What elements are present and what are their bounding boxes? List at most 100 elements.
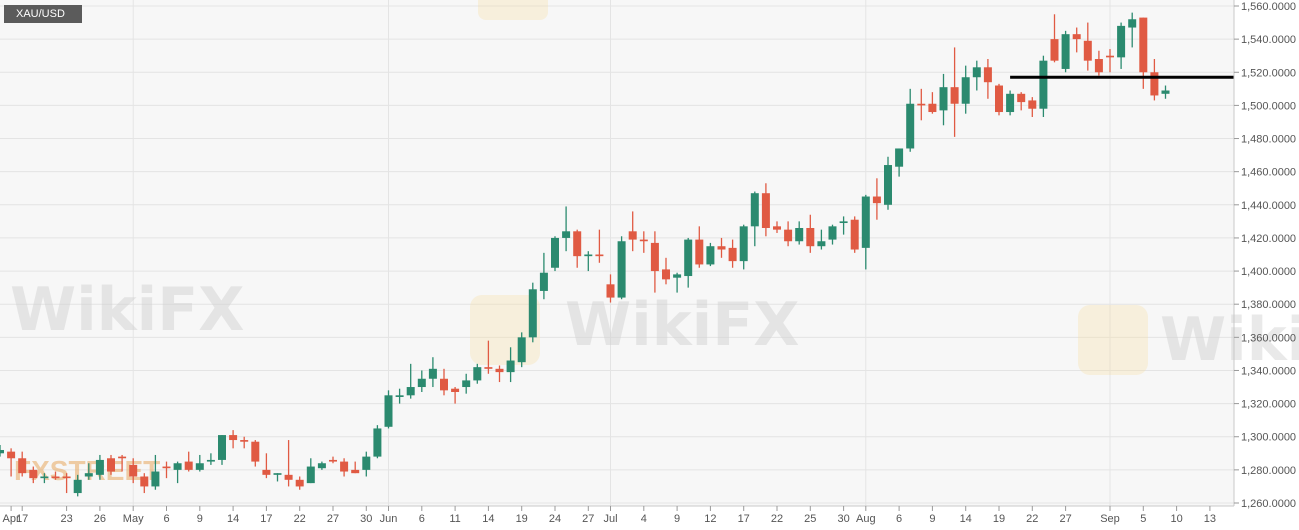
candle-down [983,59,992,99]
x-tick-label: 9 [929,513,935,525]
candle-body [0,449,4,454]
candle-body [462,380,471,388]
candle-up [317,461,326,470]
candle-down [917,88,926,121]
candle-up [218,435,226,465]
candle-body [928,103,937,113]
plot-background [0,0,1234,506]
candle-down [650,231,659,293]
candle-body [173,463,182,470]
candle-body [595,254,604,257]
candle-down [229,430,238,449]
candle-up [406,363,415,399]
gridlines [0,0,1234,506]
candle-down [1106,49,1114,73]
candle-up [173,461,182,484]
y-tick-label: 1,540.0000 [1241,34,1296,46]
candle-body [417,378,426,388]
candle-down [773,221,781,233]
x-tick-label: Apr [3,513,20,525]
candle-down [872,178,881,220]
candle-body [662,269,670,280]
x-tick-label: Sep [1100,513,1120,525]
candle-down [284,440,293,487]
candle-up [895,148,904,177]
x-tick-label: 6 [896,513,902,525]
candle-body [162,466,171,469]
x-tick-label: 11 [449,513,460,525]
y-axis: 1,560.0000 1,540.0000 1,520.0000 1,500.0000… [1234,1,1296,510]
candle-body [650,242,659,272]
x-tick-label: 22 [294,513,306,525]
candle-down [695,226,704,268]
candle-body [806,227,815,247]
candle-body [1106,55,1114,58]
candle-up [40,473,49,484]
candle-up [362,451,371,477]
candle-body [62,476,71,479]
candle-body [240,440,249,442]
symbol-label: XAU/USD [4,5,82,23]
x-tick-label: Jul [603,513,617,525]
watermarks: WikiFX WikiFX WikiFX FXSTREET [10,0,1299,486]
candle-down [262,453,271,479]
candle-up [539,252,548,300]
candle-down [184,451,193,472]
x-tick-label: 17 [738,513,750,525]
candle-down [451,387,460,404]
candle-up [417,370,426,393]
candle-down [340,458,349,477]
candle-up [906,88,915,152]
candle-body [906,103,915,149]
x-tick-label: 22 [1026,513,1038,525]
candle-up [972,60,981,91]
candle-up [206,453,215,465]
wikifx-logo [478,0,548,20]
candle-body [884,165,892,205]
candle-up [273,473,282,482]
candle-body [761,193,770,228]
candle-down [140,473,149,494]
y-tick-label: 1,440.0000 [1241,200,1296,212]
candle-down [662,257,670,285]
candle-down [440,368,448,396]
candle-body [750,193,759,227]
candle-down [484,340,493,374]
candle-down [351,461,360,474]
candle-down [495,365,504,383]
candle-body [29,469,38,479]
candle-up [551,236,559,272]
candle-body [506,360,515,373]
candle-down [850,216,859,253]
candle-body [184,461,193,470]
x-tick-label: 10 [1170,513,1182,525]
x-tick-label: 17 [260,513,272,525]
candle-body [218,435,226,460]
x-tick-label: 27 [327,513,339,525]
candle-down [251,440,260,467]
candle-down [107,454,115,475]
candle-body [206,459,215,462]
x-tick-label: 13 [1204,513,1216,525]
candle-body [473,367,482,381]
candle-up [506,347,515,383]
candle-body [84,473,93,477]
candle-body [617,241,626,298]
candle-up [528,282,537,343]
candle-body [340,461,349,472]
candle-body [1072,34,1081,40]
candle-body [129,464,138,477]
candle-body [273,473,282,475]
candle-up [428,357,437,388]
x-tick-label: 12 [704,513,716,525]
candle-body [850,219,859,250]
candle-body [606,284,615,298]
candle-body [229,435,238,441]
candle-down [995,83,1003,116]
candle-body [1161,90,1170,94]
x-tick-label: 19 [516,513,528,525]
candle-body [562,231,571,238]
y-tick-label: 1,460.0000 [1241,167,1296,179]
candle-body [151,471,160,487]
candle-body [95,459,104,475]
